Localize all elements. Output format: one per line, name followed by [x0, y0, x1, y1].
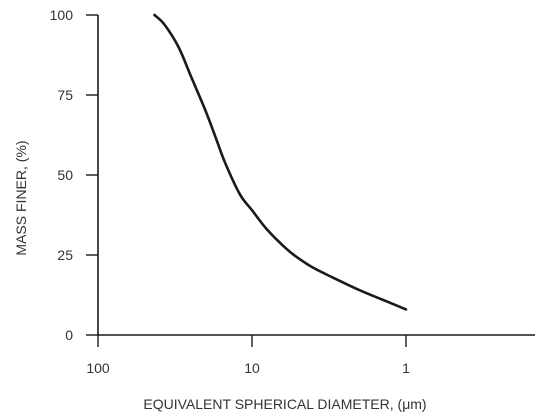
y-tick-label: 75	[57, 87, 73, 103]
y-ticks: 0 25 50 75 100	[50, 7, 98, 343]
x-tick-label: 1	[402, 360, 410, 376]
y-tick-label: 0	[65, 327, 73, 343]
mass-finer-curve	[153, 13, 408, 311]
y-tick-label: 50	[57, 167, 73, 183]
y-tick-label: 25	[57, 247, 73, 263]
x-tick-label: 100	[86, 360, 110, 376]
x-tick-label: 10	[244, 360, 260, 376]
y-tick-label: 100	[50, 7, 74, 23]
x-axis-title: EQUIVALENT SPHERICAL DIAMETER, (μm)	[143, 396, 426, 412]
x-ticks: 100 10 1	[86, 335, 410, 376]
y-axis-title: MASS FINER, (%)	[13, 140, 29, 255]
x-axis: 100 10 1	[86, 334, 535, 376]
y-axis: 0 25 50 75 100	[50, 7, 99, 343]
